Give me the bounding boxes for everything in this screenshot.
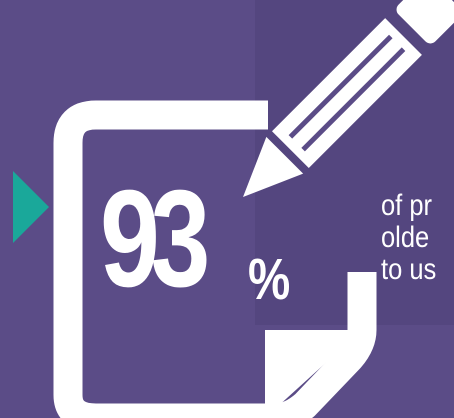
caption-line-1: of pr [381,189,433,222]
pencil-icon [243,0,454,197]
play-arrow-icon [13,171,49,243]
stat-percent-sign: % [248,247,291,312]
caption-line-2: olde [381,221,430,254]
document-corner [265,330,362,418]
pencil-body [272,18,422,168]
stat-number: 93 [100,162,210,316]
stat-caption: of pr olde to us [381,190,454,286]
pencil-tip [243,136,304,197]
caption-line-3: to us [381,253,437,286]
pencil-eraser [396,0,454,44]
document-outline [53,100,377,418]
